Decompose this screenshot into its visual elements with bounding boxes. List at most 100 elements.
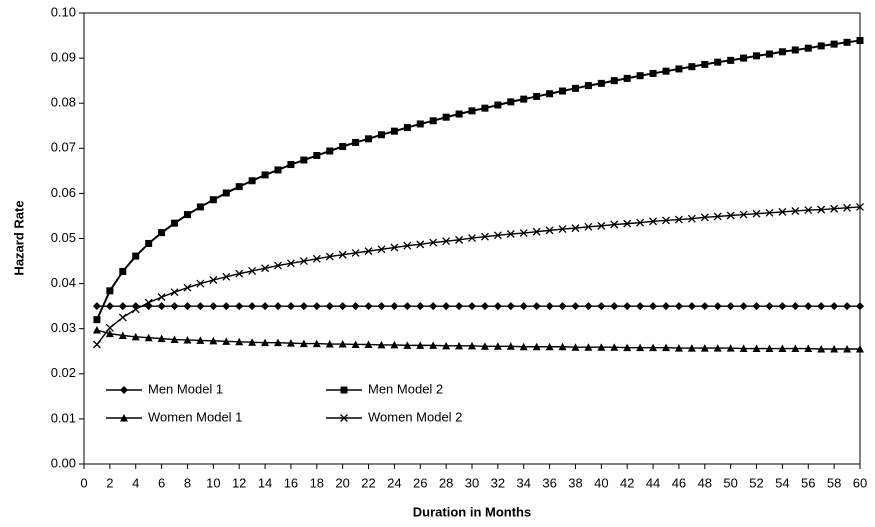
x-tick-label: 24 <box>387 475 401 490</box>
marker <box>455 110 463 118</box>
marker <box>739 302 748 311</box>
y-tick-label: 0.00 <box>51 455 76 470</box>
marker <box>713 302 722 311</box>
marker <box>636 72 644 80</box>
marker <box>753 52 761 60</box>
marker <box>830 344 839 353</box>
marker <box>312 339 321 348</box>
marker <box>519 302 528 311</box>
y-tick-label: 0.08 <box>51 95 76 110</box>
marker <box>261 302 270 311</box>
marker <box>468 302 476 311</box>
marker <box>377 302 386 311</box>
y-axis-label: Hazard Rate <box>11 200 26 275</box>
x-tick-label: 16 <box>284 475 298 490</box>
marker <box>649 343 658 352</box>
marker <box>325 340 334 348</box>
marker <box>506 230 515 238</box>
marker <box>700 344 709 352</box>
marker <box>170 335 179 344</box>
marker <box>183 211 191 219</box>
marker <box>843 302 852 311</box>
marker <box>791 207 800 215</box>
marker <box>209 336 218 345</box>
x-tick-label: 14 <box>258 475 272 490</box>
marker <box>351 340 360 348</box>
marker <box>183 283 192 292</box>
marker <box>571 224 580 233</box>
y-tick-label: 0.07 <box>51 140 76 155</box>
marker <box>144 333 153 342</box>
marker <box>856 202 864 211</box>
marker <box>584 82 592 90</box>
y-tick-label: 0.03 <box>51 320 76 335</box>
marker <box>687 214 696 223</box>
marker <box>131 305 140 314</box>
marker <box>558 302 567 311</box>
marker <box>222 337 231 345</box>
marker <box>752 302 761 311</box>
marker <box>597 302 606 311</box>
x-tick-label: 58 <box>827 475 841 490</box>
marker <box>856 37 864 45</box>
x-tick-label: 2 <box>106 475 113 490</box>
marker <box>558 225 567 233</box>
marker <box>571 302 580 311</box>
marker <box>132 252 140 260</box>
marker <box>662 67 670 75</box>
marker <box>93 316 101 324</box>
marker <box>714 58 722 66</box>
marker <box>455 341 464 350</box>
marker <box>92 302 101 311</box>
marker <box>325 302 334 311</box>
marker <box>222 302 231 311</box>
marker <box>299 339 308 348</box>
marker <box>791 344 800 353</box>
marker <box>584 343 593 351</box>
marker <box>713 212 722 221</box>
marker <box>778 302 787 311</box>
y-tick-label: 0.06 <box>51 185 76 200</box>
marker <box>713 344 722 352</box>
marker <box>507 98 515 106</box>
y-tick-label: 0.10 <box>51 4 76 19</box>
marker <box>701 60 709 68</box>
marker <box>157 293 166 302</box>
marker <box>338 302 347 311</box>
marker <box>340 386 348 394</box>
marker <box>545 342 554 351</box>
marker <box>261 338 270 347</box>
marker <box>364 302 373 311</box>
marker <box>649 217 658 226</box>
y-tick-label: 0.09 <box>51 50 76 65</box>
marker <box>338 250 347 259</box>
marker <box>403 302 412 311</box>
marker <box>338 340 347 348</box>
x-tick-label: 10 <box>206 475 220 490</box>
marker <box>299 302 308 311</box>
x-tick-label: 46 <box>672 475 686 490</box>
marker <box>778 207 787 216</box>
marker <box>171 219 179 227</box>
y-tick-label: 0.01 <box>51 410 76 425</box>
x-tick-label: 32 <box>491 475 505 490</box>
marker <box>778 48 786 56</box>
marker <box>105 302 114 311</box>
marker <box>118 313 127 322</box>
marker <box>131 332 140 341</box>
marker <box>493 342 502 350</box>
marker <box>532 227 541 236</box>
marker <box>856 344 864 353</box>
x-tick-label: 8 <box>184 475 191 490</box>
marker <box>817 302 826 311</box>
marker <box>92 340 101 349</box>
marker <box>636 343 645 352</box>
marker <box>455 235 464 244</box>
marker <box>597 343 606 351</box>
marker <box>623 302 632 311</box>
marker <box>351 248 360 257</box>
marker <box>558 342 567 351</box>
marker <box>804 302 813 311</box>
marker <box>584 302 593 311</box>
